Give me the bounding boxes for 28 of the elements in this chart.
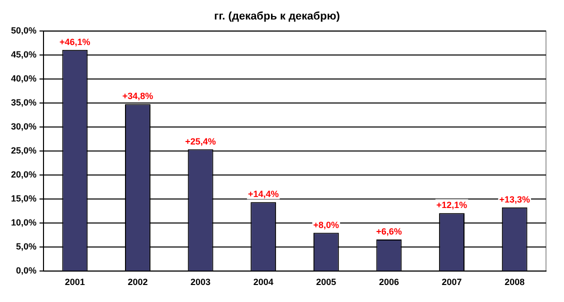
x-tick-label: 2004: [253, 277, 274, 288]
x-tick-label: 2008: [504, 277, 525, 288]
x-tick-label: 2007: [442, 277, 462, 288]
x-tick-label: 2002: [128, 277, 148, 288]
y-tick-label: 40,0%: [10, 74, 37, 84]
data-label: +8,0%: [313, 220, 340, 230]
data-label: +6,6%: [376, 226, 402, 237]
y-tick-label: 50,0%: [10, 26, 37, 36]
y-tick-label: 35,0%: [10, 98, 37, 108]
data-label: +12,1%: [436, 200, 468, 210]
y-tick-label: 0,0%: [16, 266, 37, 276]
data-label: +34,8%: [122, 91, 154, 102]
x-tick-label: 2006: [378, 277, 399, 288]
chart-title: гг. (декабрь к декабрю): [214, 10, 340, 23]
y-tick-label: 10,0%: [10, 218, 37, 228]
x-tick-label: 2005: [316, 277, 336, 288]
data-label: +46,1%: [60, 36, 90, 47]
y-tick-label: 25,0%: [10, 146, 37, 156]
y-tick-label: 45,0%: [10, 50, 37, 60]
x-tick-label: 2001: [64, 277, 85, 288]
y-tick-label: 20,0%: [10, 170, 37, 180]
y-tick-label: 30,0%: [10, 122, 37, 132]
y-tick-label: 5,0%: [16, 242, 37, 252]
data-label: +13,3%: [499, 194, 530, 204]
x-tick-label: 2003: [190, 277, 211, 288]
data-label: +25,4%: [185, 136, 216, 146]
data-label: +14,4%: [248, 189, 279, 200]
y-tick-label: 15,0%: [10, 194, 37, 204]
